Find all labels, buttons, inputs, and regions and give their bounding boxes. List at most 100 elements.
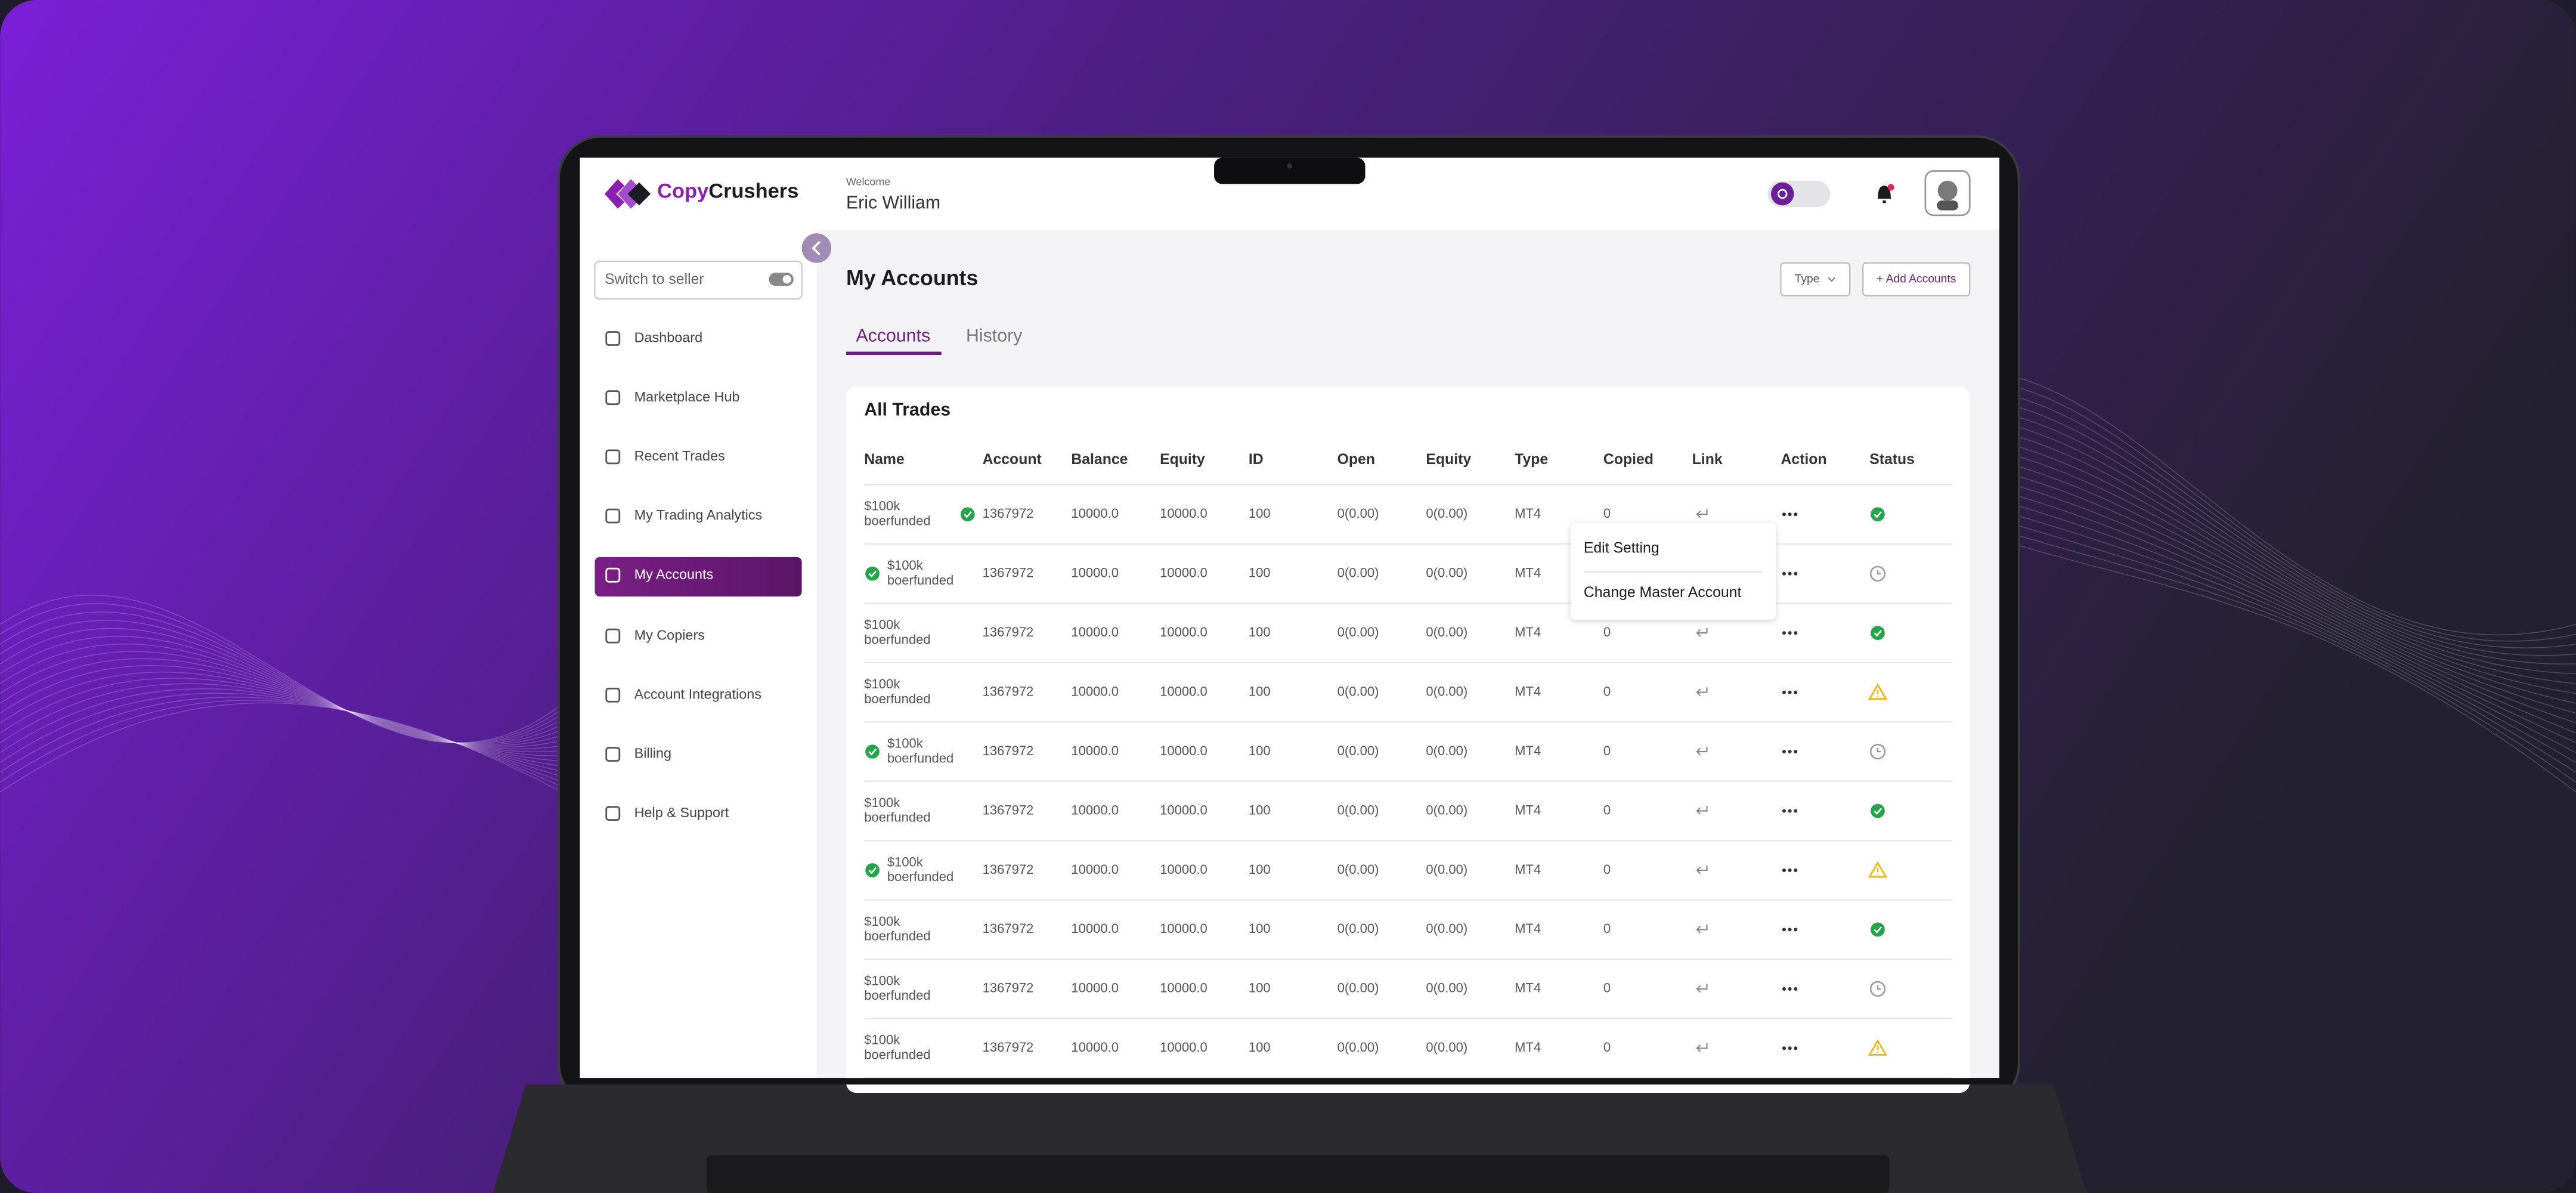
- cell: 1367972: [983, 981, 1034, 996]
- link-icon[interactable]: [1696, 925, 1708, 934]
- cell: 0(0.00): [1337, 981, 1379, 996]
- clock-hands: [1877, 570, 1881, 574]
- action-dot[interactable]: [1782, 631, 1786, 635]
- link-icon[interactable]: [1696, 865, 1708, 874]
- cell: 0(0.00): [1337, 684, 1379, 699]
- action-dot[interactable]: [1782, 690, 1786, 694]
- popup-item[interactable]: Change Master Account: [1584, 585, 1742, 601]
- collapse-button[interactable]: [801, 233, 832, 263]
- action-dot[interactable]: [1794, 690, 1798, 694]
- name-line: boerfunded: [864, 988, 930, 1003]
- name-line: $100k: [887, 558, 924, 573]
- menu-icon: [605, 331, 621, 346]
- popup: [1570, 523, 1776, 620]
- menu-item[interactable]: Marketplace Hub: [634, 389, 740, 404]
- switch-label: Switch to seller: [605, 271, 704, 288]
- action-dot[interactable]: [1782, 928, 1786, 932]
- action-dot[interactable]: [1794, 868, 1798, 872]
- cell: 10000.0: [1071, 565, 1119, 580]
- brand[interactable]: CopyCrushers: [657, 180, 798, 202]
- name-line: $100k: [864, 676, 900, 691]
- cell: 10000.0: [1160, 506, 1208, 521]
- status-clock: [1869, 981, 1886, 997]
- active-menu-bg: [595, 557, 802, 596]
- action-dot[interactable]: [1782, 571, 1786, 576]
- tab-accounts[interactable]: Accounts: [856, 326, 930, 346]
- action-dot[interactable]: [1794, 631, 1798, 635]
- bell-icon[interactable]: [1877, 186, 1891, 203]
- action-dot[interactable]: [1788, 690, 1792, 694]
- link-icon[interactable]: [1696, 806, 1708, 815]
- action-dot[interactable]: [1794, 750, 1798, 754]
- menu-item[interactable]: Dashboard: [634, 330, 703, 345]
- cell: 0(0.00): [1426, 565, 1467, 580]
- status-warning: [1868, 683, 1888, 700]
- name-line: boerfunded: [864, 929, 930, 944]
- menu-item[interactable]: My Accounts: [634, 566, 714, 582]
- action-dot[interactable]: [1782, 1046, 1786, 1050]
- cell: 100: [1249, 802, 1271, 817]
- link-icon[interactable]: [1696, 1043, 1708, 1052]
- menu-item[interactable]: Billing: [634, 746, 671, 761]
- column-header: Balance: [1071, 452, 1128, 468]
- cell: 10000.0: [1160, 802, 1208, 817]
- status-clock: [1869, 565, 1886, 582]
- action-dot[interactable]: [1794, 928, 1798, 932]
- status-clock: [1869, 743, 1886, 760]
- cell: MT4: [1515, 862, 1541, 877]
- add-button[interactable]: [1862, 262, 1971, 296]
- action-dot[interactable]: [1788, 512, 1792, 517]
- action-dot[interactable]: [1794, 571, 1798, 576]
- tab-history[interactable]: History: [966, 326, 1023, 346]
- action-dot[interactable]: [1788, 928, 1792, 932]
- action-dot[interactable]: [1788, 868, 1792, 872]
- action-dot[interactable]: [1794, 987, 1798, 991]
- action-dot[interactable]: [1782, 809, 1786, 813]
- check-mark: [964, 511, 972, 518]
- popup-item[interactable]: Edit Setting: [1584, 540, 1659, 557]
- action-dot[interactable]: [1794, 512, 1798, 517]
- wave: [2018, 515, 2576, 763]
- link-icon[interactable]: [1696, 628, 1708, 637]
- action-dot[interactable]: [1794, 1046, 1798, 1050]
- cell: 0: [1603, 743, 1611, 758]
- cell: 1367972: [983, 1040, 1034, 1055]
- action-dot[interactable]: [1788, 1046, 1792, 1050]
- menu-item[interactable]: My Copiers: [634, 627, 705, 642]
- wave: [0, 693, 559, 777]
- switch-box[interactable]: [594, 260, 803, 300]
- action-dot[interactable]: [1788, 987, 1792, 991]
- action-dot[interactable]: [1782, 750, 1786, 754]
- wave: [2018, 466, 2576, 714]
- action-dot[interactable]: [1782, 512, 1786, 517]
- cell: MT4: [1515, 921, 1541, 936]
- cell: 1367972: [983, 684, 1034, 699]
- type-chevron: [1828, 277, 1836, 282]
- link-icon[interactable]: [1696, 509, 1708, 518]
- link-icon[interactable]: [1696, 746, 1708, 756]
- column-header: Equity: [1160, 452, 1205, 468]
- type-label: Type: [1795, 273, 1820, 285]
- action-dot[interactable]: [1788, 571, 1792, 576]
- link-icon[interactable]: [1696, 984, 1708, 993]
- cell: 0(0.00): [1426, 625, 1467, 639]
- cell: 0(0.00): [1426, 862, 1467, 877]
- cell: 10000.0: [1071, 684, 1119, 699]
- menu-item[interactable]: My Trading Analytics: [634, 507, 763, 523]
- wave: [0, 628, 559, 744]
- action-dot[interactable]: [1788, 750, 1792, 754]
- cell: 10000.0: [1160, 1040, 1208, 1055]
- action-dot[interactable]: [1788, 809, 1792, 813]
- type-button[interactable]: [1780, 262, 1851, 296]
- action-dot[interactable]: [1782, 868, 1786, 872]
- cell: 100: [1249, 981, 1271, 996]
- action-dot[interactable]: [1794, 809, 1798, 813]
- action-dot[interactable]: [1782, 987, 1786, 991]
- menu-item[interactable]: Recent Trades: [634, 448, 725, 463]
- link-icon[interactable]: [1696, 687, 1708, 696]
- action-dot[interactable]: [1788, 631, 1792, 635]
- menu-item[interactable]: Account Integrations: [634, 686, 761, 701]
- cell: 1367972: [983, 565, 1034, 580]
- name-line: $100k: [864, 973, 900, 988]
- menu-item[interactable]: Help & Support: [634, 805, 729, 820]
